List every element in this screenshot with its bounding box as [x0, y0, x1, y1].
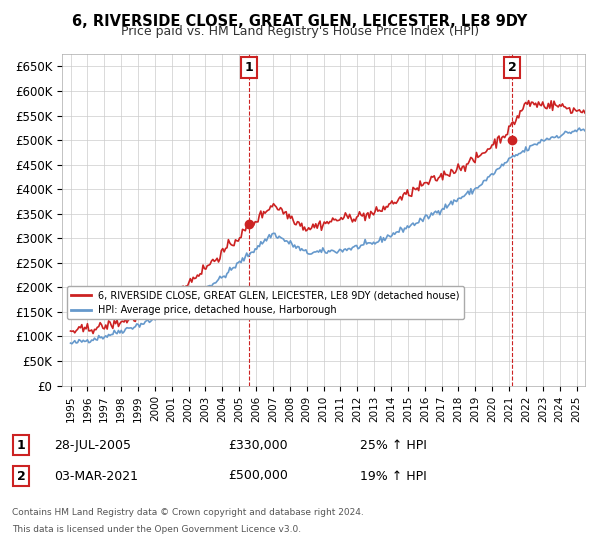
Text: Price paid vs. HM Land Registry's House Price Index (HPI): Price paid vs. HM Land Registry's House …: [121, 25, 479, 38]
Text: 19% ↑ HPI: 19% ↑ HPI: [360, 469, 427, 483]
Text: 25% ↑ HPI: 25% ↑ HPI: [360, 438, 427, 452]
Text: 2: 2: [508, 61, 517, 74]
Text: 2: 2: [17, 469, 25, 483]
Text: Contains HM Land Registry data © Crown copyright and database right 2024.: Contains HM Land Registry data © Crown c…: [12, 508, 364, 517]
Text: 03-MAR-2021: 03-MAR-2021: [54, 469, 138, 483]
Text: £330,000: £330,000: [228, 438, 287, 452]
Text: This data is licensed under the Open Government Licence v3.0.: This data is licensed under the Open Gov…: [12, 525, 301, 534]
Legend: 6, RIVERSIDE CLOSE, GREAT GLEN, LEICESTER, LE8 9DY (detached house), HPI: Averag: 6, RIVERSIDE CLOSE, GREAT GLEN, LEICESTE…: [67, 286, 464, 319]
Text: 1: 1: [244, 61, 253, 74]
Text: 28-JUL-2005: 28-JUL-2005: [54, 438, 131, 452]
Text: 6, RIVERSIDE CLOSE, GREAT GLEN, LEICESTER, LE8 9DY: 6, RIVERSIDE CLOSE, GREAT GLEN, LEICESTE…: [73, 14, 527, 29]
Text: 1: 1: [17, 438, 25, 452]
Text: £500,000: £500,000: [228, 469, 288, 483]
